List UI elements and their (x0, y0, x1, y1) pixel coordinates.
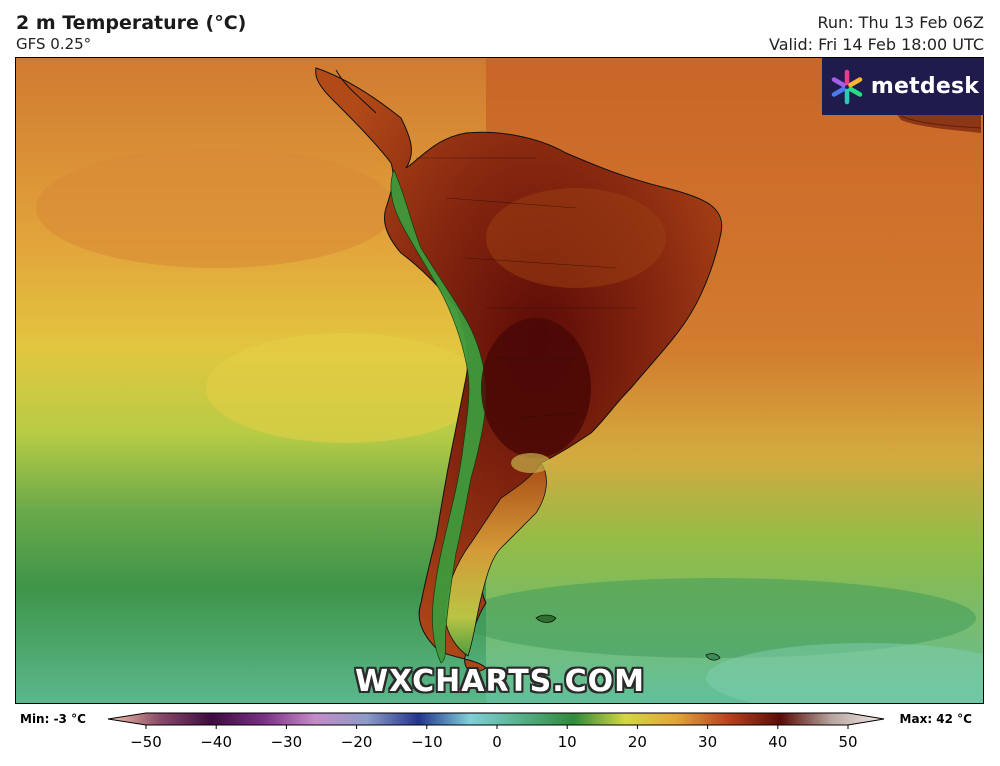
valid-time: Valid: Fri 14 Feb 18:00 UTC (769, 35, 984, 54)
legend-tick-label: −10 (411, 733, 443, 751)
falkland-islands (535, 614, 557, 623)
legend-tick-label: −50 (130, 733, 162, 751)
country-borders (416, 157, 636, 419)
legend-tick-label: −40 (200, 733, 232, 751)
amazon-warm (486, 188, 666, 288)
legend-color-bar (107, 712, 885, 726)
max-temperature: Max: 42 °C (899, 712, 972, 726)
africa-land (896, 113, 981, 133)
patagonia-land (443, 462, 547, 657)
legend-tick-label: 10 (558, 733, 577, 751)
andes-cool-strip (390, 169, 487, 664)
legend-tick-label: 50 (838, 733, 857, 751)
cool-band (706, 643, 983, 703)
run-time: Run: Thu 13 Feb 06Z (817, 13, 984, 32)
map-canvas (16, 58, 983, 703)
temperature-map[interactable] (15, 57, 984, 704)
model-label: GFS 0.25° (16, 35, 92, 53)
legend-tick-label: −20 (341, 733, 373, 751)
color-scale-legend: −50 −40 −30 −20 −10 0 10 20 30 40 50 (107, 712, 885, 751)
warm-anomaly (36, 148, 396, 268)
legend-tick-label: 40 (768, 733, 787, 751)
chart-title: 2 m Temperature (°C) (16, 12, 247, 34)
green-band (456, 578, 976, 658)
asterisk-burst-icon (831, 69, 863, 104)
legend-tick-label: 20 (628, 733, 647, 751)
yellow-band (206, 333, 486, 443)
wxcharts-watermark: WXCHARTS.COM (354, 664, 646, 699)
hottest-core (481, 318, 591, 458)
lake-region (511, 453, 551, 473)
legend-tick-label: −30 (271, 733, 303, 751)
legend-tick-label: 0 (492, 733, 502, 751)
min-temperature: Min: -3 °C (20, 712, 86, 726)
metdesk-logo[interactable]: metdesk (822, 58, 984, 115)
metdesk-logo-text: metdesk (870, 74, 980, 99)
south-georgia (705, 653, 721, 661)
central-america-coast (335, 69, 377, 114)
legend-tick-label: 30 (698, 733, 717, 751)
